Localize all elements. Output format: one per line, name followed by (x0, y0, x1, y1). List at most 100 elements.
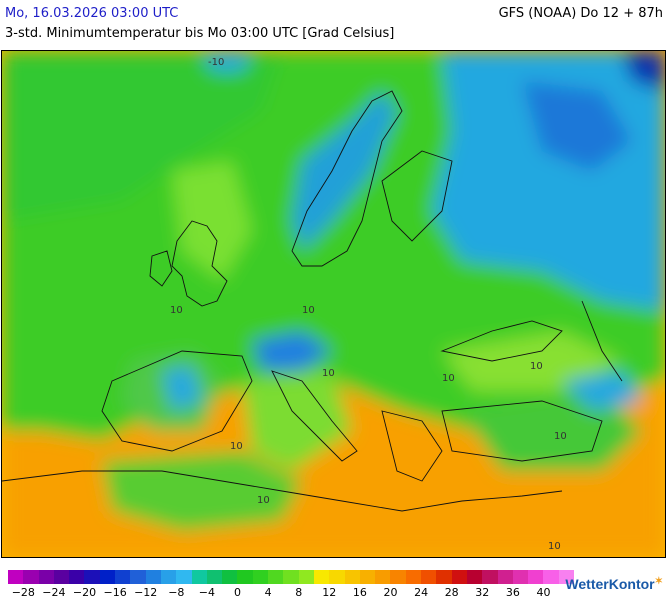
legend-tick-label: 20 (383, 586, 398, 599)
legend-swatch (69, 570, 85, 584)
turkey (441, 400, 603, 462)
legend-color-bar (8, 570, 574, 584)
black-sea (440, 320, 563, 362)
iberia (101, 350, 253, 452)
legend-swatch (390, 570, 406, 584)
legend-swatch (130, 570, 146, 584)
legend-swatch (38, 570, 54, 584)
legend-tick-label: 36 (505, 586, 520, 599)
legend-swatch (145, 570, 161, 584)
legend-swatch (191, 570, 207, 584)
legend-swatch (375, 570, 391, 584)
legend-swatch (558, 570, 574, 584)
legend-swatch (8, 570, 24, 584)
legend-swatch (451, 570, 467, 584)
ireland (149, 250, 173, 287)
legend-swatch (160, 570, 177, 584)
anatolia-green (462, 391, 642, 471)
finland (381, 150, 453, 242)
legend-swatch (329, 570, 345, 584)
legend-tick-label: 32 (475, 586, 490, 599)
legend-swatch (313, 570, 330, 584)
british-isles (171, 220, 228, 307)
contour-label: 10 (170, 305, 183, 316)
legend-swatch (359, 570, 376, 584)
legend-swatch (84, 570, 100, 584)
north-atlantic-green (2, 51, 282, 221)
legend-swatch (436, 570, 452, 584)
legend-swatch (115, 570, 131, 584)
forecast-date-time: Mo, 16.03.2026 03:00 UTC (5, 6, 179, 21)
map-description: 3-std. Minimumtemperatur bis Mo 03:00 UT… (5, 26, 395, 41)
legend-tick-label: 12 (322, 586, 337, 599)
legend-swatch (222, 570, 238, 584)
legend-swatch (268, 570, 284, 584)
north-africa-coast (2, 470, 563, 512)
contour-label: -10 (208, 57, 224, 68)
legend-tick-label: 16 (352, 586, 367, 599)
italy (271, 370, 358, 462)
legend-swatch (23, 570, 39, 584)
legend-swatch (252, 570, 269, 584)
legend-tick-label: 28 (444, 586, 459, 599)
legend-swatch (466, 570, 483, 584)
italy-green (242, 371, 352, 471)
contour-label: 10 (322, 368, 335, 379)
legend-swatch (405, 570, 422, 584)
contour-labels: -10 10 10 10 10 10 10 10 10 10 (170, 57, 567, 552)
legend-tick-label: 24 (414, 586, 429, 599)
model-run-label: GFS (NOAA) Do 12 + 87h (498, 6, 663, 21)
legend-tick-label: −28 (11, 586, 35, 599)
logo-dots-icon: ✶ (654, 576, 663, 587)
legend-swatch (283, 570, 299, 584)
legend-swatch (543, 570, 559, 584)
legend-tick-label: 0 (234, 586, 241, 599)
contour-label: 10 (302, 305, 315, 316)
caspian-coast (581, 300, 623, 382)
legend-swatch (421, 570, 437, 584)
legend-swatch (237, 570, 253, 584)
wetterkontor-logo[interactable]: WetterKontor✶ (565, 576, 663, 592)
legend-swatch (206, 570, 223, 584)
arctic-patch (202, 51, 252, 71)
legend-swatch (176, 570, 192, 584)
legend-tick-label: −16 (103, 586, 127, 599)
legend-tick-label: −4 (198, 586, 215, 599)
temperature-map-graphic: -10 10 10 10 10 10 10 10 10 10 (2, 51, 665, 557)
coldest-corner (622, 51, 665, 91)
contour-label: 10 (257, 495, 270, 506)
legend-tick-label: 8 (295, 586, 303, 599)
contour-label: 10 (442, 373, 455, 384)
legend-tick-label: −8 (168, 586, 185, 599)
legend-tick-labels: −28 −24 −20 −16 −12 −8 −4 0 4 8 12 16 20 24 28 32 36 40 (8, 586, 551, 602)
coastlines (2, 90, 623, 512)
greece (381, 410, 443, 482)
legend-swatch (298, 570, 314, 584)
contour-label: 10 (548, 541, 561, 552)
light-green-patch (172, 161, 252, 281)
colder-core (522, 81, 632, 171)
scandinavia (291, 90, 403, 267)
legend-swatch (497, 570, 513, 584)
legend-swatch (528, 570, 544, 584)
legend-tick-label: 4 (264, 586, 272, 599)
legend-swatch (99, 570, 116, 584)
legend-tick-label: −20 (72, 586, 97, 599)
contour-label: 10 (230, 441, 243, 452)
legend-swatch (512, 570, 529, 584)
legend-swatch (344, 570, 360, 584)
logo-text: WetterKontor (565, 576, 655, 592)
legend-tick-label: 40 (536, 586, 551, 599)
balkan-light-green (442, 331, 622, 391)
legend-swatch (53, 570, 70, 584)
alps-cold (252, 331, 332, 371)
contour-label: 10 (554, 431, 567, 442)
contour-label: 10 (530, 361, 543, 372)
color-legend: −28 −24 −20 −16 −12 −8 −4 0 4 8 12 16 20 24 28 32 36 40 (8, 570, 574, 602)
temperature-map[interactable]: -10 10 10 10 10 10 10 10 10 10 (1, 50, 666, 558)
iberia-cool (162, 366, 202, 411)
legend-tick-label: −12 (134, 586, 158, 599)
legend-swatch (482, 570, 498, 584)
scandinavian-mountains (292, 91, 397, 251)
legend-tick-label: −24 (42, 586, 66, 599)
